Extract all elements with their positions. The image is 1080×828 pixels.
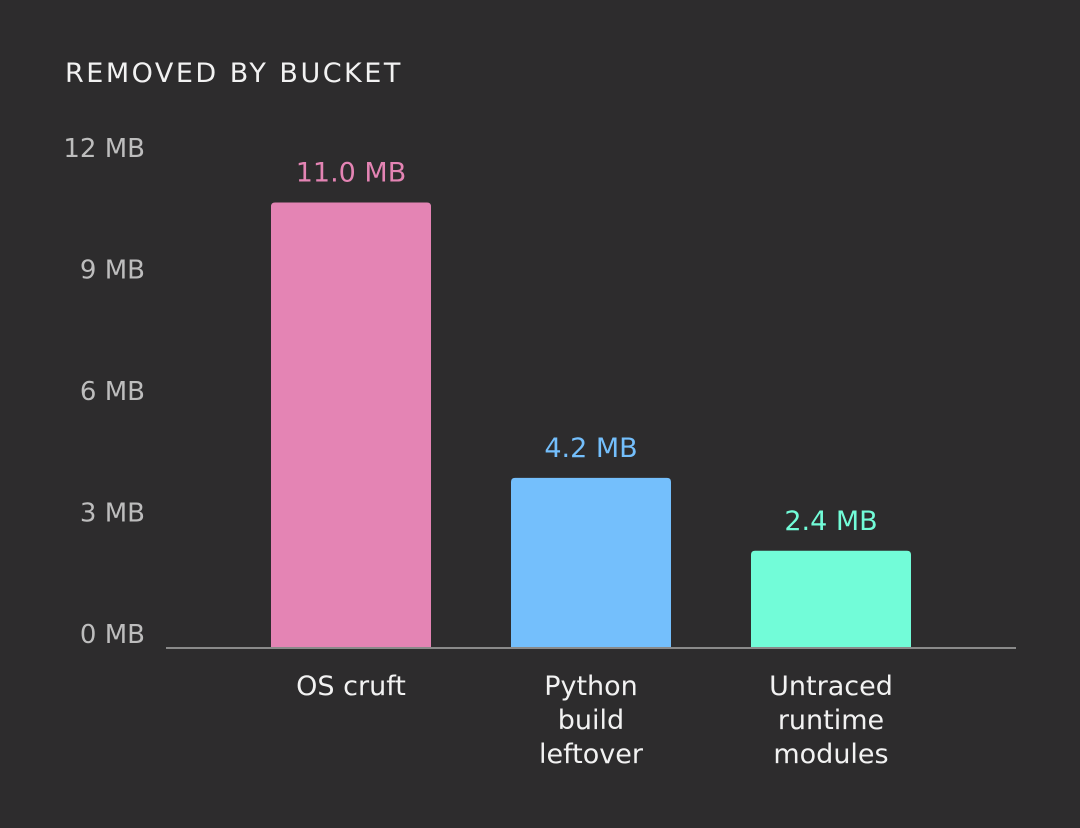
- y-tick-label: 12 MB: [63, 134, 145, 164]
- bars-group: [271, 202, 911, 648]
- x-tick-label: Python: [544, 671, 638, 702]
- chart-title: REMOVED BY BUCKET: [65, 58, 403, 89]
- x-tick-label: build: [558, 705, 624, 736]
- y-tick-label: 9 MB: [80, 256, 145, 286]
- y-tick-label: 0 MB: [80, 620, 145, 650]
- x-tick-label: runtime: [778, 705, 884, 736]
- bar-value-label: 2.4 MB: [784, 506, 877, 537]
- x-tick-label: Untraced: [769, 671, 893, 702]
- y-axis: 0 MB 3 MB 6 MB 9 MB 12 MB: [63, 134, 145, 650]
- y-tick-label: 6 MB: [80, 377, 145, 407]
- bar: [751, 550, 911, 648]
- bar: [511, 477, 671, 648]
- bar-value-label: 4.2 MB: [544, 433, 637, 464]
- x-tick-label: leftover: [539, 739, 644, 770]
- bar-value-label: 11.0 MB: [296, 158, 407, 189]
- bar: [271, 202, 431, 648]
- x-tick-label: OS cruft: [296, 671, 406, 702]
- y-tick-label: 3 MB: [80, 499, 145, 529]
- data-labels-group: 11.0 MB 4.2 MB 2.4 MB: [296, 158, 878, 537]
- x-tick-label: modules: [773, 739, 888, 770]
